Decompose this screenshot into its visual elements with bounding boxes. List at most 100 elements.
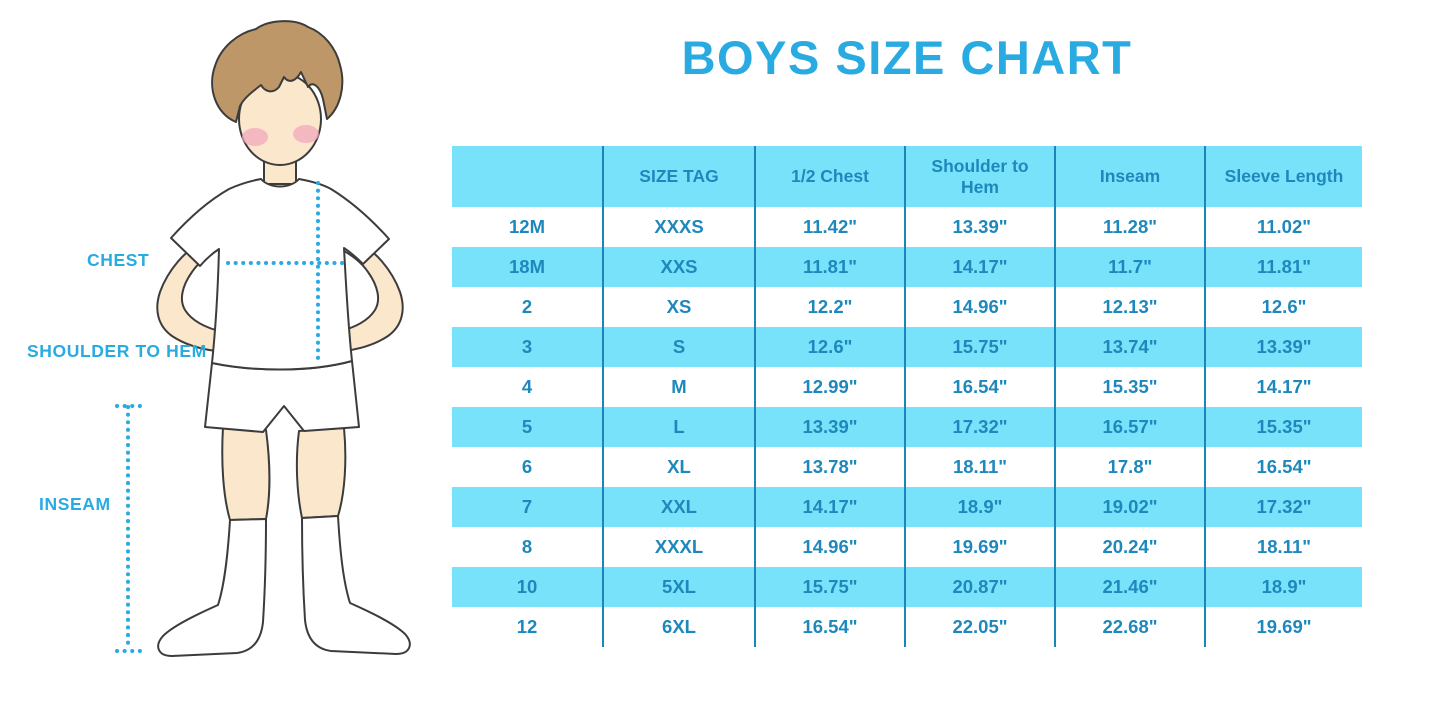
cell-sleeve-length: 15.35" (1204, 407, 1362, 447)
cell-size: 4 (452, 367, 603, 407)
cell-inseam: 19.02" (1054, 487, 1205, 527)
boy-right-sock (301, 515, 411, 655)
cell-inseam: 11.7" (1054, 247, 1205, 287)
cell-half-chest: 13.39" (754, 407, 905, 447)
boy-shorts (204, 360, 360, 433)
cell-inseam: 12.13" (1054, 287, 1205, 327)
cell-size-tag: 5XL (602, 567, 755, 607)
cell-shoulder-to-hem: 20.87" (904, 567, 1055, 607)
cell-shoulder-to-hem: 14.17" (904, 247, 1055, 287)
cell-shoulder-to-hem: 15.75" (904, 327, 1055, 367)
cell-sleeve-length: 11.81" (1204, 247, 1362, 287)
table-row: 5 L 13.39" 17.32" 16.57" 15.35" (452, 407, 1362, 447)
cell-size: 3 (452, 327, 603, 367)
cell-sleeve-length: 17.32" (1204, 487, 1362, 527)
cell-half-chest: 14.17" (754, 487, 905, 527)
cell-size-tag: XXXS (602, 207, 755, 247)
col-header-half-chest: 1/2 Chest (754, 146, 905, 207)
inseam-label: INSEAM (39, 494, 111, 514)
boy-right-leg (295, 427, 347, 519)
cell-sleeve-length: 19.69" (1204, 607, 1362, 647)
cell-half-chest: 11.81" (754, 247, 905, 287)
table-row: 2 XS 12.2" 14.96" 12.13" 12.6" (452, 287, 1362, 327)
page-title: BOYS SIZE CHART (681, 31, 1133, 84)
cell-size: 12 (452, 607, 603, 647)
cell-sleeve-length: 11.02" (1204, 207, 1362, 247)
cell-sleeve-length: 13.39" (1204, 327, 1362, 367)
cell-sleeve-length: 18.11" (1204, 527, 1362, 567)
table-row: 12 6XL 16.54" 22.05" 22.68" 19.69" (452, 607, 1362, 647)
cell-size-tag: XL (602, 447, 755, 487)
cell-half-chest: 12.2" (754, 287, 905, 327)
table-row: 4 M 12.99" 16.54" 15.35" 14.17" (452, 367, 1362, 407)
chest-label: CHEST (87, 250, 150, 270)
cell-shoulder-to-hem: 13.39" (904, 207, 1055, 247)
cell-inseam: 22.68" (1054, 607, 1205, 647)
cell-size-tag: L (602, 407, 755, 447)
cell-size: 10 (452, 567, 603, 607)
col-header-size (452, 146, 603, 207)
col-header-size-tag: SIZE TAG (602, 146, 755, 207)
boy-hair (211, 20, 344, 123)
cell-size-tag: S (602, 327, 755, 367)
boy-tshirt (170, 178, 390, 371)
cell-size: 2 (452, 287, 603, 327)
cell-size: 7 (452, 487, 603, 527)
boy-figure-illustration (115, 20, 411, 657)
cell-size-tag: XS (602, 287, 755, 327)
cell-sleeve-length: 16.54" (1204, 447, 1362, 487)
table-row: 7 XXL 14.17" 18.9" 19.02" 17.32" (452, 487, 1362, 527)
cell-shoulder-to-hem: 19.69" (904, 527, 1055, 567)
cell-half-chest: 16.54" (754, 607, 905, 647)
table-row: 18M XXS 11.81" 14.17" 11.7" 11.81" (452, 247, 1362, 287)
boy-left-leg (221, 426, 271, 521)
shoulder-to-hem-label: SHOULDER TO HEM (27, 341, 207, 361)
cell-inseam: 20.24" (1054, 527, 1205, 567)
boy-right-blush (293, 125, 319, 143)
cell-sleeve-length: 14.17" (1204, 367, 1362, 407)
cell-sleeve-length: 18.9" (1204, 567, 1362, 607)
cell-shoulder-to-hem: 18.11" (904, 447, 1055, 487)
table-row: 3 S 12.6" 15.75" 13.74" 13.39" (452, 327, 1362, 367)
cell-shoulder-to-hem: 22.05" (904, 607, 1055, 647)
boy-left-sock (157, 518, 267, 657)
size-table: SIZE TAG 1/2 Chest Shoulder to Hem Insea… (452, 146, 1362, 647)
cell-half-chest: 12.6" (754, 327, 905, 367)
cell-inseam: 15.35" (1054, 367, 1205, 407)
table-row: 6 XL 13.78" 18.11" 17.8" 16.54" (452, 447, 1362, 487)
cell-size-tag: XXXL (602, 527, 755, 567)
cell-sleeve-length: 12.6" (1204, 287, 1362, 327)
cell-size-tag: XXS (602, 247, 755, 287)
cell-inseam: 11.28" (1054, 207, 1205, 247)
cell-size: 8 (452, 527, 603, 567)
col-header-sleeve-length: Sleeve Length (1204, 146, 1362, 207)
cell-half-chest: 12.99" (754, 367, 905, 407)
col-header-shoulder-to-hem: Shoulder to Hem (904, 146, 1055, 207)
cell-inseam: 17.8" (1054, 447, 1205, 487)
cell-half-chest: 13.78" (754, 447, 905, 487)
table-row: 12M XXXS 11.42" 13.39" 11.28" 11.02" (452, 207, 1362, 247)
cell-size: 18M (452, 247, 603, 287)
cell-inseam: 16.57" (1054, 407, 1205, 447)
cell-half-chest: 11.42" (754, 207, 905, 247)
cell-size: 12M (452, 207, 603, 247)
cell-size-tag: M (602, 367, 755, 407)
cell-size-tag: 6XL (602, 607, 755, 647)
table-row: 10 5XL 15.75" 20.87" 21.46" 18.9" (452, 567, 1362, 607)
cell-half-chest: 14.96" (754, 527, 905, 567)
col-header-inseam: Inseam (1054, 146, 1205, 207)
table-header-row: SIZE TAG 1/2 Chest Shoulder to Hem Insea… (452, 146, 1362, 207)
cell-size: 5 (452, 407, 603, 447)
cell-shoulder-to-hem: 16.54" (904, 367, 1055, 407)
cell-size: 6 (452, 447, 603, 487)
cell-inseam: 13.74" (1054, 327, 1205, 367)
cell-inseam: 21.46" (1054, 567, 1205, 607)
boy-left-blush (242, 128, 268, 146)
cell-half-chest: 15.75" (754, 567, 905, 607)
cell-size-tag: XXL (602, 487, 755, 527)
measurement-figure-panel: CHEST SHOULDER TO HEM INSEAM (0, 0, 452, 723)
cell-shoulder-to-hem: 17.32" (904, 407, 1055, 447)
table-row: 8 XXXL 14.96" 19.69" 20.24" 18.11" (452, 527, 1362, 567)
cell-shoulder-to-hem: 14.96" (904, 287, 1055, 327)
